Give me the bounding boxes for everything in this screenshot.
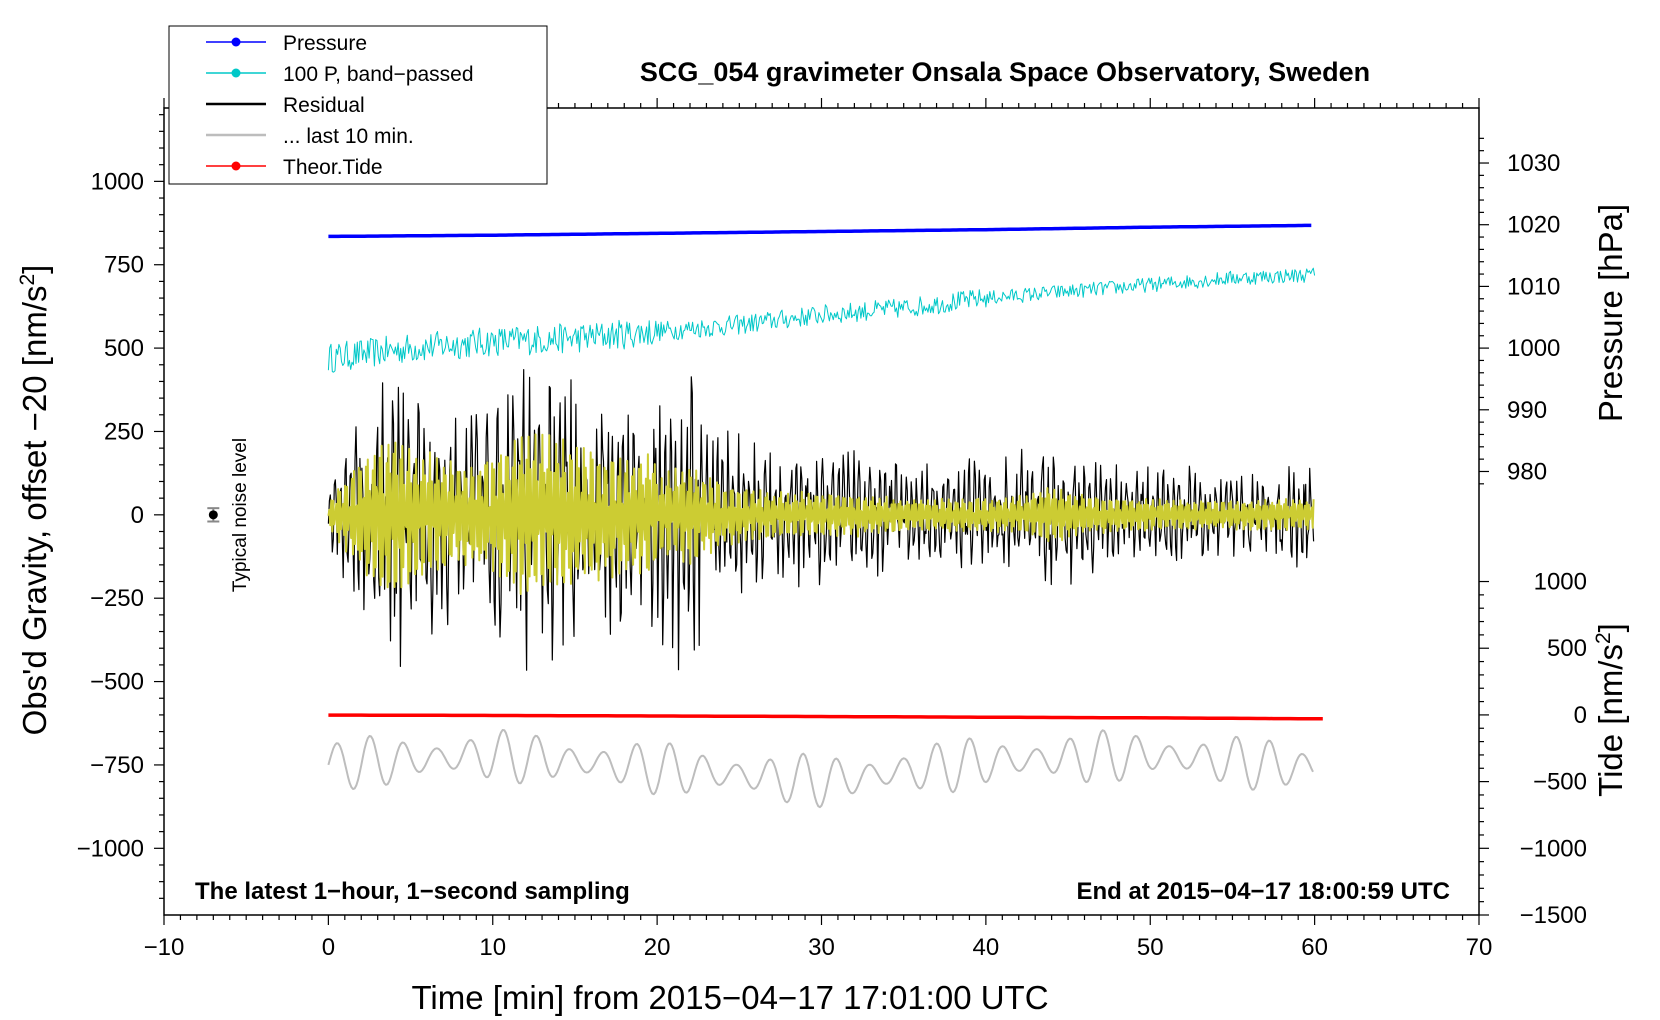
y-tick-label: 500: [104, 335, 144, 362]
tide-tick-label: 0: [1574, 702, 1587, 729]
pressure-tick-label: 980: [1507, 458, 1547, 485]
series-line-theor-tide: [328, 713, 1323, 721]
x-tick-label: 60: [1301, 934, 1328, 961]
pressure-tick-label: 1020: [1507, 212, 1560, 239]
x-tick-label: 0: [322, 934, 335, 961]
y-tick-label: 750: [104, 252, 144, 279]
annotation-sampling: The latest 1−hour, 1−second sampling: [195, 878, 630, 905]
pressure-tick-label: 990: [1507, 397, 1547, 424]
noise-level-label: Typical noise level: [230, 438, 251, 592]
y-axis-label-left: Obs'd Gravity, offset −20 [nm/s2]: [16, 265, 53, 736]
annotation-end-time: End at 2015−04−17 18:00:59 UTC: [1076, 878, 1450, 905]
x-tick-label: 40: [973, 934, 1000, 961]
series-line-pressure: [328, 223, 1312, 239]
legend-label: ... last 10 min.: [283, 125, 414, 148]
y-tick-label: −250: [90, 585, 144, 612]
legend-label: Pressure: [283, 32, 367, 55]
chart-title: SCG_054 gravimeter Onsala Space Observat…: [640, 57, 1370, 87]
legend-marker: [231, 68, 241, 78]
x-tick-label: 20: [644, 934, 671, 961]
y-tick-label: 250: [104, 418, 144, 445]
y-tick-label: −750: [90, 752, 144, 779]
tide-tick-label: −500: [1533, 769, 1587, 796]
x-tick-label: 50: [1137, 934, 1164, 961]
series-line-last-10-min: [327, 729, 1314, 809]
pressure-tick-label: 1000: [1507, 335, 1560, 362]
x-tick-label: −10: [144, 934, 185, 961]
tide-tick-label: −1500: [1520, 902, 1587, 929]
legend: Pressure 100 P, band−passed Residual ... la…: [168, 25, 548, 185]
pressure-tick-label: 1030: [1507, 150, 1560, 177]
x-tick-label: 30: [808, 934, 835, 961]
legend-marker: [231, 37, 241, 47]
y-tick-label: 0: [131, 502, 144, 529]
legend-marker: [231, 161, 241, 171]
x-tick-label: 10: [479, 934, 506, 961]
y-tick-label: −1000: [77, 835, 144, 862]
y-tick-label: 1000: [91, 168, 144, 195]
pressure-tick-label: 1010: [1507, 273, 1560, 300]
legend-label: Residual: [283, 94, 365, 117]
legend-label: 100 P, band−passed: [283, 63, 474, 86]
series-line-bandpassed: [327, 267, 1316, 373]
y-axis-label-pressure: Pressure [hPa]: [1592, 204, 1629, 422]
legend-label: Theor.Tide: [283, 156, 383, 179]
series-layer: [207, 223, 1323, 809]
noise-level-point: [208, 510, 218, 520]
x-axis-label: Time [min] from 2015−04−17 17:01:00 UTC: [411, 979, 1048, 1016]
tide-tick-label: 1000: [1534, 569, 1587, 596]
y-axis-label-tide: Tide [nm/s2]: [1592, 623, 1629, 797]
tide-tick-label: −1000: [1520, 835, 1587, 862]
series-line-residual-bandpassed: [327, 433, 1315, 595]
tide-tick-label: 500: [1547, 635, 1587, 662]
y-tick-label: −500: [90, 669, 144, 696]
axes-layer: −10 0 10 20 30 40 50 60 7010007505002500−250−500…: [77, 98, 1587, 961]
x-tick-label: 70: [1466, 934, 1493, 961]
